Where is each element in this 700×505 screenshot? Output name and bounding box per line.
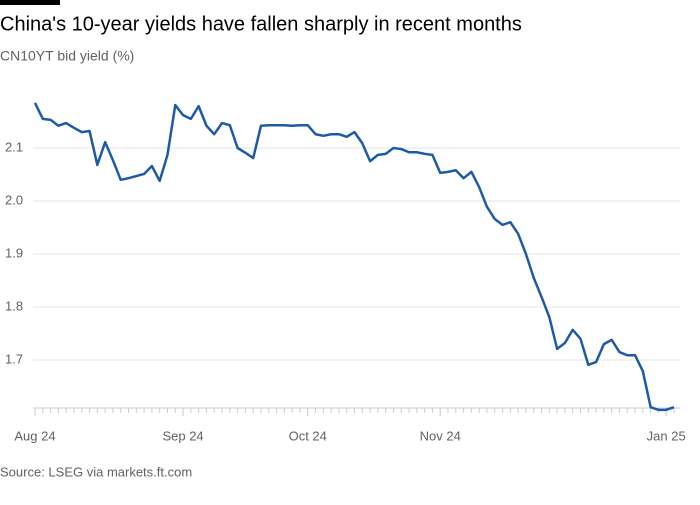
y-tick-label: 1.9 — [5, 245, 23, 260]
chart-title: China's 10-year yields have fallen sharp… — [0, 13, 522, 35]
x-tick-label: Jan 25 — [647, 428, 686, 443]
brand-bar — [0, 0, 60, 5]
x-tick-label: Oct 24 — [289, 428, 327, 443]
y-tick-label: 2.1 — [5, 139, 23, 154]
y-tick-label: 1.7 — [5, 351, 23, 366]
data-line — [33, 102, 675, 412]
x-tick-label: Aug 24 — [14, 428, 55, 443]
x-tick-label: Nov 24 — [420, 428, 461, 443]
y-tick-label: 1.8 — [5, 298, 23, 313]
chart-subtitle: CN10YT bid yield (%) — [0, 48, 134, 64]
chart-source: Source: LSEG via markets.ft.com — [0, 464, 192, 479]
y-tick-label: 2.0 — [5, 192, 23, 207]
x-tick-label: Sep 24 — [162, 428, 203, 443]
